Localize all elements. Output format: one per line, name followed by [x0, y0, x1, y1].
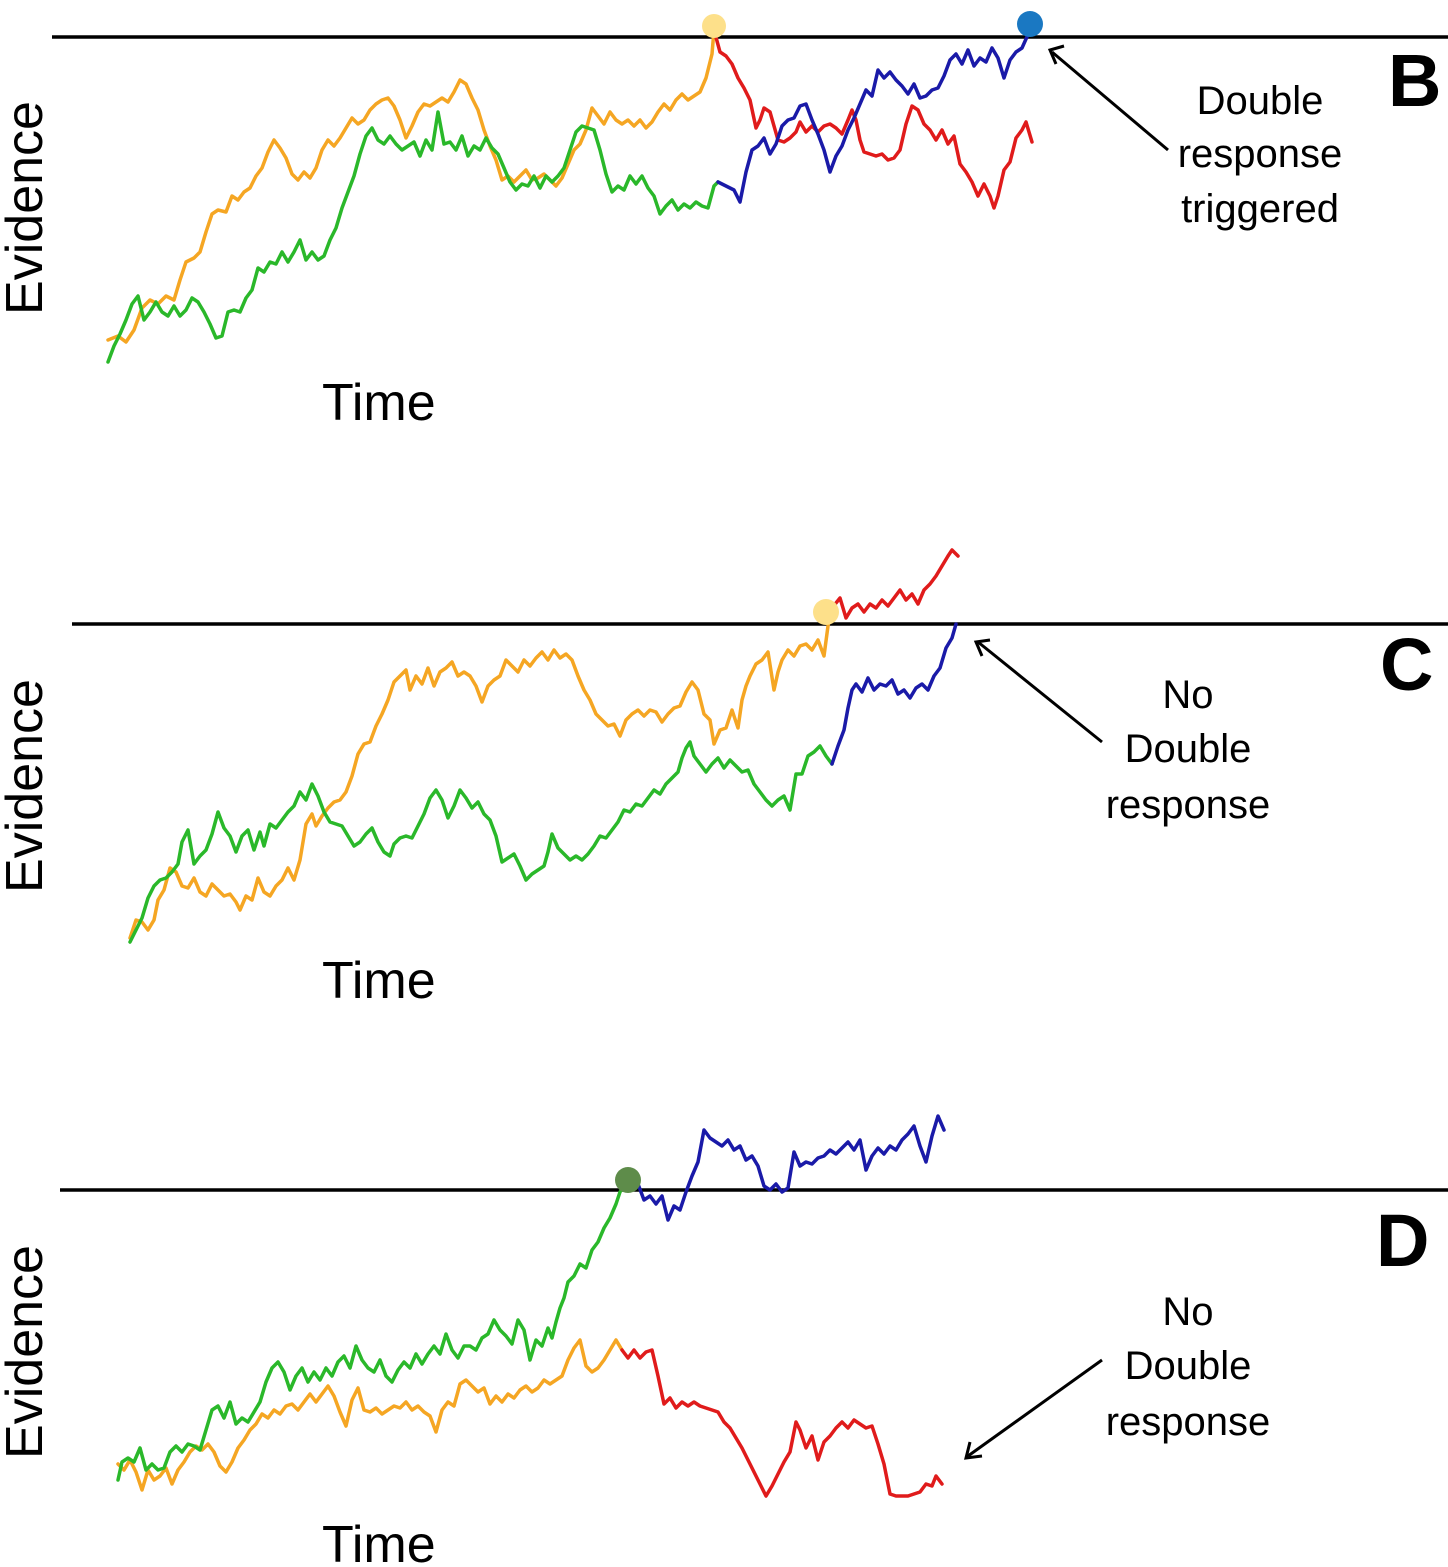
panel-b-annotation-line-1: Double — [1197, 79, 1324, 123]
panel-d-blue-trace — [624, 1114, 946, 1222]
panel-c-green-trace — [128, 740, 834, 944]
panel-d-red-trace — [620, 1348, 944, 1498]
panel-d-y-label: Evidence — [0, 1245, 54, 1459]
panel-c: No Double response C Evidence Time — [0, 548, 1448, 1010]
panel-b-second-response-marker — [1017, 11, 1043, 37]
panel-d-green-trace — [116, 1180, 628, 1482]
panel-b: Double response triggered B Evidence Tim… — [0, 11, 1448, 432]
panel-c-annotation-line-1: No — [1162, 673, 1213, 717]
panel-d-x-label: Time — [322, 1516, 436, 1567]
panel-d-letter: D — [1376, 1199, 1429, 1282]
panel-b-blue-trace — [716, 28, 1032, 204]
panel-d-orange-trace — [116, 1338, 624, 1492]
panel-b-letter: B — [1388, 39, 1441, 122]
panel-c-orange-trace — [128, 606, 834, 940]
panel-b-annotation-line-2: response — [1178, 132, 1343, 176]
panel-b-red-trace — [712, 28, 1034, 210]
panel-b-orange-trace — [106, 28, 716, 344]
panel-b-arrow — [1047, 44, 1169, 152]
panel-b-x-label: Time — [322, 374, 436, 432]
panel-d: No Double response D Evidence Time — [0, 1114, 1448, 1567]
panel-b-annotation-line-3: triggered — [1181, 187, 1339, 231]
panel-b-green-trace — [106, 110, 720, 364]
panel-d-response-marker — [615, 1167, 641, 1193]
panel-c-red-trace — [830, 548, 960, 620]
panel-d-annotation-line-3: response — [1106, 1400, 1271, 1444]
panel-b-first-response-marker — [702, 14, 726, 38]
panel-c-arrow — [973, 638, 1103, 744]
panel-c-blue-trace — [830, 622, 958, 766]
panel-c-x-label: Time — [322, 952, 436, 1010]
panel-b-y-label: Evidence — [0, 101, 54, 315]
panel-d-annotation-line-2: Double — [1125, 1344, 1252, 1388]
panel-c-response-marker — [813, 599, 839, 625]
panel-d-arrow — [964, 1358, 1103, 1460]
panel-c-y-label: Evidence — [0, 679, 54, 893]
panel-c-annotation-line-2: Double — [1125, 727, 1252, 771]
panel-d-annotation-line-1: No — [1162, 1290, 1213, 1334]
panel-c-letter: C — [1380, 623, 1433, 706]
panel-c-annotation-line-3: response — [1106, 783, 1271, 827]
